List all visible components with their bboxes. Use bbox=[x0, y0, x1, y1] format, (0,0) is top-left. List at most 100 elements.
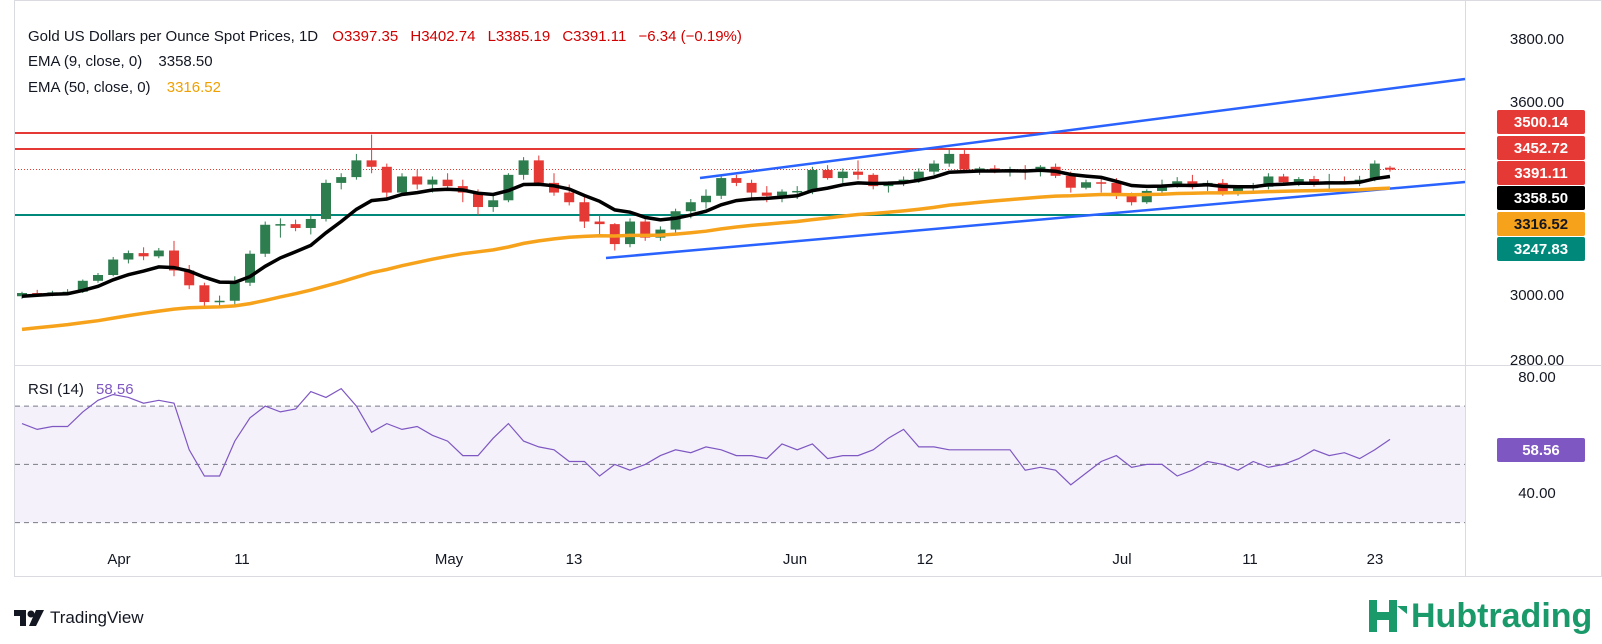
ema9-legend: EMA (9, close, 0) 3358.50 bbox=[28, 53, 213, 70]
candle-up bbox=[427, 179, 438, 185]
symbol-title: Gold US Dollars per Ounce Spot Prices, 1… bbox=[28, 28, 319, 45]
candle-up bbox=[260, 224, 271, 254]
open-value: O3397.35 bbox=[332, 28, 399, 45]
candle-up bbox=[351, 160, 362, 178]
candle-up bbox=[123, 253, 134, 260]
candle-up bbox=[321, 182, 331, 219]
candle-up bbox=[1293, 179, 1304, 183]
candle-up bbox=[1172, 181, 1183, 185]
trend-lines bbox=[15, 77, 1466, 260]
candle-down bbox=[746, 182, 757, 193]
candle-down bbox=[609, 224, 620, 245]
candle-up bbox=[670, 211, 681, 230]
candle-up bbox=[701, 195, 711, 203]
tradingview-wordmark: TradingView bbox=[50, 608, 144, 627]
rsi-tick-label: 40.00 bbox=[1518, 485, 1556, 502]
candle-up bbox=[275, 224, 286, 226]
candle-down bbox=[959, 153, 970, 170]
candle-up bbox=[837, 171, 848, 179]
candle-up bbox=[944, 153, 955, 164]
time-tick-label: 11 bbox=[1242, 551, 1258, 568]
candle-down bbox=[564, 192, 575, 203]
candle-up bbox=[488, 200, 499, 208]
candle-down bbox=[442, 179, 453, 187]
candle-down bbox=[1111, 182, 1122, 196]
candle-up bbox=[108, 259, 119, 275]
resistance-2-tag: 3452.72 bbox=[1497, 136, 1585, 160]
candle-up bbox=[229, 282, 240, 301]
candle-down bbox=[1278, 176, 1289, 183]
candle-down bbox=[169, 250, 179, 271]
channel-lower-line bbox=[605, 180, 1466, 260]
ema50-line bbox=[21, 186, 1391, 332]
candle-up bbox=[503, 174, 514, 201]
ohlc-legend: Gold US Dollars per Ounce Spot Prices, 1… bbox=[28, 28, 742, 45]
candle-down bbox=[473, 192, 483, 208]
candle-down bbox=[640, 221, 651, 238]
low-value: L3385.19 bbox=[487, 28, 551, 45]
tradingview-icon bbox=[14, 610, 44, 626]
close-value: C3391.11 bbox=[562, 28, 627, 45]
candle-up bbox=[397, 176, 407, 193]
candle-up bbox=[807, 170, 818, 191]
candle-down bbox=[868, 174, 879, 187]
candle-up bbox=[929, 163, 939, 172]
candle-down bbox=[1385, 167, 1395, 170]
ema9-legend-value: 3358.50 bbox=[158, 53, 213, 70]
candle-down bbox=[381, 166, 392, 193]
rsi-line bbox=[21, 387, 1391, 486]
candle-down bbox=[594, 221, 605, 225]
candle-up bbox=[93, 274, 103, 281]
price-tick-label: 3600.00 bbox=[1510, 94, 1564, 111]
candle-up bbox=[716, 178, 727, 196]
support-tag: 3247.83 bbox=[1497, 237, 1585, 261]
candle-up bbox=[518, 160, 529, 175]
candle-up bbox=[974, 168, 985, 170]
candle-down bbox=[533, 160, 544, 183]
candle-up bbox=[685, 202, 696, 212]
time-tick-label: 12 bbox=[917, 551, 934, 568]
high-value: H3402.74 bbox=[410, 28, 476, 45]
last-price-tag: 3391.11 bbox=[1497, 161, 1585, 185]
candle-down bbox=[1065, 175, 1076, 188]
time-tick-label: Apr bbox=[107, 551, 130, 568]
channel-upper-line bbox=[699, 77, 1466, 180]
resistance-1-tag: 3500.14 bbox=[1497, 110, 1585, 134]
candle-up bbox=[77, 280, 88, 292]
ema-series bbox=[21, 168, 1391, 332]
tradingview-logo[interactable]: TradingView bbox=[14, 608, 144, 628]
rsi-tick-label: 80.00 bbox=[1518, 369, 1556, 386]
rsi-tag: 58.56 bbox=[1497, 438, 1585, 462]
candle-up bbox=[777, 191, 787, 196]
candle-up bbox=[625, 221, 635, 245]
ema9-label: EMA (9, close, 0) bbox=[28, 53, 143, 70]
candle-up bbox=[792, 190, 803, 193]
time-tick-label: Jun bbox=[783, 551, 807, 568]
time-tick-label: May bbox=[435, 551, 464, 568]
price-tick-label: 2800.00 bbox=[1510, 352, 1564, 369]
hubtrading-wordmark: Hubtrading bbox=[1411, 596, 1593, 635]
candle-up bbox=[245, 253, 255, 283]
candle-down bbox=[731, 178, 742, 183]
hubtrading-logo: Hubtrading bbox=[1367, 596, 1592, 636]
rsi-label: RSI (14) bbox=[28, 381, 84, 398]
ema50-legend-value: 3316.52 bbox=[166, 79, 221, 96]
candle-down bbox=[549, 182, 559, 193]
candle-down bbox=[184, 270, 195, 286]
candle-down bbox=[366, 160, 377, 167]
time-tick-label: 13 bbox=[566, 551, 583, 568]
candle-up bbox=[1369, 163, 1380, 180]
rsi-pane bbox=[15, 387, 1465, 524]
ema50-label: EMA (50, close, 0) bbox=[28, 79, 151, 96]
candle-up bbox=[1233, 187, 1243, 193]
change-value: −6.34 (−0.19%) bbox=[638, 28, 742, 45]
time-tick-label: 23 bbox=[1367, 551, 1384, 568]
candle-down bbox=[579, 202, 590, 222]
candle-up bbox=[305, 218, 316, 228]
candle-down bbox=[199, 285, 210, 303]
candle-down bbox=[761, 192, 772, 196]
candle-down bbox=[822, 170, 833, 179]
